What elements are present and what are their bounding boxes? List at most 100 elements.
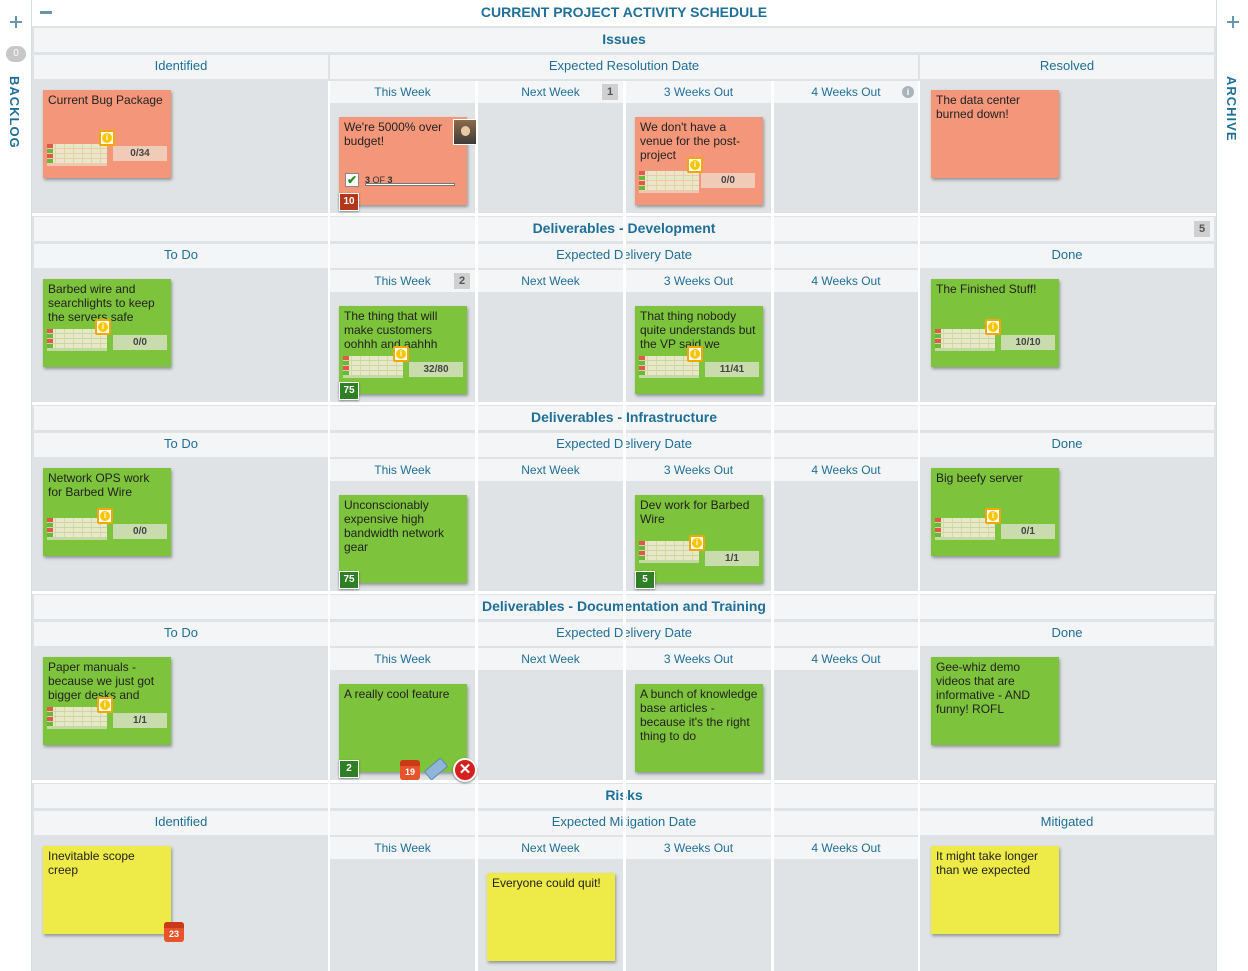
col-header-done[interactable]: Done bbox=[920, 244, 1214, 268]
info-badge-icon[interactable]: i bbox=[687, 346, 703, 362]
col-4-weeks-out[interactable]: 4 Weeks Out bbox=[774, 837, 918, 859]
info-badge-icon[interactable]: i bbox=[99, 130, 115, 146]
card[interactable]: A really cool feature 2 19 ✕ bbox=[339, 684, 477, 782]
task-status-bar bbox=[343, 366, 349, 370]
col-3-weeks-out[interactable]: 3 Weeks Out bbox=[626, 648, 771, 670]
card[interactable]: Gee-whiz demo videos that are informativ… bbox=[931, 657, 1059, 745]
task-status-bar bbox=[639, 371, 645, 375]
card[interactable]: Inevitable scope creep 23 bbox=[43, 846, 184, 942]
info-badge-icon[interactable]: i bbox=[985, 319, 1001, 335]
card[interactable]: Paper manuals - because we just got bigg… bbox=[43, 657, 171, 745]
info-badge-icon[interactable]: i bbox=[689, 535, 705, 551]
info-badge-icon[interactable]: i bbox=[393, 346, 409, 362]
col-this-week[interactable]: This Week bbox=[330, 270, 475, 292]
col-this-week[interactable]: This Week bbox=[330, 81, 475, 103]
user-avatar[interactable] bbox=[453, 119, 477, 145]
card[interactable]: Unconscionably expensive high bandwidth … bbox=[339, 495, 467, 589]
col-next-week[interactable]: Next Week bbox=[478, 459, 623, 481]
card[interactable]: Big beefy server i 0/1 bbox=[931, 468, 1059, 556]
kanban-board: CURRENT PROJECT ACTIVITY SCHEDULE Issues… bbox=[32, 0, 1216, 971]
backlog-label[interactable]: BACKLOG bbox=[7, 76, 22, 149]
col-header-done[interactable]: Done bbox=[920, 433, 1214, 457]
card[interactable]: Dev work for Barbed Wire i 1/1 5 bbox=[635, 495, 763, 589]
card[interactable]: Barbed wire and searchlights to keep the… bbox=[43, 279, 171, 367]
col-this-week[interactable]: This Week bbox=[330, 648, 475, 670]
col-header-mitigated[interactable]: Mitigated bbox=[920, 811, 1214, 835]
lane-count-badge: 5 bbox=[1194, 221, 1210, 237]
task-status-bar bbox=[47, 339, 53, 343]
col-4-weeks-out[interactable]: 4 Weeks Out bbox=[774, 648, 918, 670]
col-next-week[interactable]: Next Week bbox=[478, 270, 623, 292]
card[interactable]: The data center burned down! bbox=[931, 90, 1059, 178]
backlog-sidebar[interactable]: 0 BACKLOG bbox=[0, 0, 32, 971]
info-icon[interactable]: i bbox=[902, 86, 914, 98]
col-next-week[interactable]: Next Week bbox=[478, 648, 623, 670]
collapse-board-icon[interactable] bbox=[40, 11, 52, 14]
card[interactable]: We don't have a venue for the post-proje… bbox=[635, 117, 763, 205]
info-badge-icon[interactable]: i bbox=[97, 697, 113, 713]
col-header-expected-resolution[interactable]: Expected Resolution Date bbox=[330, 55, 918, 79]
col-next-week[interactable]: Next Week bbox=[478, 81, 623, 103]
checklist-progress-bar bbox=[365, 183, 455, 186]
card[interactable]: A bunch of knowledge base articles - bec… bbox=[635, 684, 763, 772]
lane-title-issues[interactable]: Issues bbox=[34, 28, 1214, 52]
col-3-weeks-out[interactable]: 3 Weeks Out bbox=[626, 81, 771, 103]
card[interactable]: Network OPS work for Barbed Wire i 0/0 bbox=[43, 468, 171, 556]
card[interactable]: We're 5000% over budget! ✔ 3 OF 3 10 bbox=[339, 117, 477, 211]
col-3-weeks-out[interactable]: 3 Weeks Out bbox=[626, 459, 771, 481]
col-this-week[interactable]: This Week bbox=[330, 837, 475, 859]
col-header-todo[interactable]: To Do bbox=[34, 244, 328, 268]
column-divider bbox=[623, 81, 626, 971]
checklist-icon[interactable]: ✔ bbox=[345, 173, 359, 187]
col-header-done[interactable]: Done bbox=[920, 622, 1214, 646]
archive-sidebar[interactable]: ARCHIVE bbox=[1216, 0, 1248, 971]
card[interactable]: Current Bug Package i 0/34 bbox=[43, 90, 171, 178]
col-3-weeks-out[interactable]: 3 Weeks Out bbox=[626, 837, 771, 859]
task-grid bbox=[47, 707, 107, 729]
task-status-bar bbox=[639, 171, 645, 175]
task-progress: 0/0 bbox=[113, 335, 167, 350]
col-header-todo[interactable]: To Do bbox=[34, 622, 328, 646]
points-badge[interactable]: 75 bbox=[339, 571, 359, 589]
col-4-weeks-out[interactable]: 4 Weeks Out bbox=[774, 459, 918, 481]
calendar-icon[interactable]: 19 bbox=[400, 760, 420, 780]
col-4-weeks-out[interactable]: 4 Weeks Out bbox=[774, 81, 918, 103]
col-header-identified[interactable]: Identified bbox=[34, 55, 328, 79]
card-title: Paper manuals - because we just got bigg… bbox=[48, 660, 155, 702]
col-this-week[interactable]: This Week bbox=[330, 459, 475, 481]
points-badge[interactable]: 75 bbox=[339, 382, 359, 400]
card[interactable]: The Finished Stuff! i 10/10 bbox=[931, 279, 1059, 367]
task-status-bar bbox=[639, 186, 645, 190]
task-progress: 32/80 bbox=[409, 362, 463, 377]
col-header-todo[interactable]: To Do bbox=[34, 433, 328, 457]
info-badge-icon[interactable]: i bbox=[687, 157, 703, 173]
lane-divider bbox=[32, 213, 1216, 216]
calendar-icon[interactable]: 23 bbox=[164, 922, 184, 942]
points-badge[interactable]: 5 bbox=[635, 571, 655, 589]
col-header-resolved[interactable]: Resolved bbox=[920, 55, 1214, 79]
col-4-weeks-out[interactable]: 4 Weeks Out bbox=[774, 270, 918, 292]
points-badge[interactable]: 10 bbox=[339, 193, 359, 211]
card-title: The Finished Stuff! bbox=[936, 282, 1037, 296]
add-archive-icon[interactable] bbox=[1227, 16, 1239, 28]
task-grid bbox=[47, 329, 107, 351]
card[interactable]: Everyone could quit! bbox=[487, 873, 615, 961]
task-status-bar bbox=[47, 154, 53, 158]
col-3-weeks-out[interactable]: 3 Weeks Out bbox=[626, 270, 771, 292]
info-badge-icon[interactable]: i bbox=[95, 319, 111, 335]
col-header-identified[interactable]: Identified bbox=[34, 811, 328, 835]
card[interactable]: The thing that will make customers oohhh… bbox=[339, 306, 467, 400]
task-progress: 1/1 bbox=[113, 713, 167, 728]
task-status-bar bbox=[47, 533, 53, 537]
archive-label[interactable]: ARCHIVE bbox=[1224, 76, 1239, 142]
task-grid bbox=[935, 329, 995, 351]
card[interactable]: That thing nobody quite understands but … bbox=[635, 306, 763, 394]
add-backlog-icon[interactable] bbox=[10, 16, 22, 28]
info-badge-icon[interactable]: i bbox=[97, 508, 113, 524]
info-badge-icon[interactable]: i bbox=[985, 508, 1001, 524]
col-next-week[interactable]: Next Week bbox=[478, 837, 623, 859]
card[interactable]: It might take longer than we expected bbox=[931, 846, 1059, 934]
points-badge[interactable]: 2 bbox=[339, 760, 359, 778]
tag-icon[interactable] bbox=[423, 757, 449, 781]
blocked-icon[interactable]: ✕ bbox=[453, 758, 477, 782]
